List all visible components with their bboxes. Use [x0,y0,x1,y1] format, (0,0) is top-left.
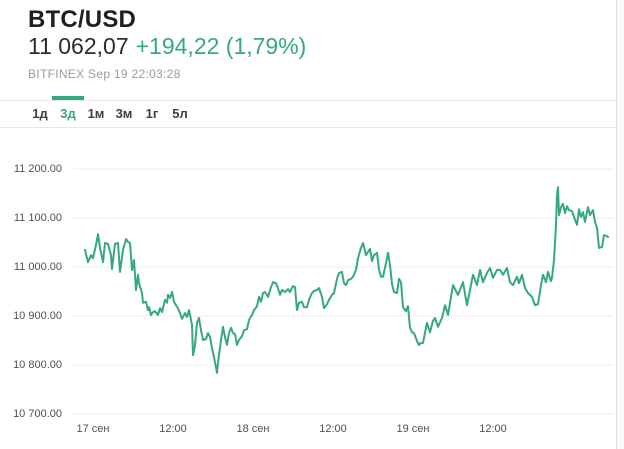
y-axis-label: 10 900.00 [13,310,62,322]
x-axis-label: 12:00 [319,423,347,435]
tab-3d[interactable]: 3д [60,106,76,121]
tab-3m[interactable]: 3м [115,106,133,121]
widget-right-border [616,0,617,449]
right-margin-strip [617,0,624,449]
x-axis-label: 12:00 [159,423,187,435]
exchange-timestamp: BITFINEX Sep 19 22:03:28 [28,67,181,81]
tab-5y[interactable]: 5л [172,106,188,121]
active-tab-indicator [52,96,84,100]
tabbar-top-border [0,100,616,101]
price-chart[interactable]: 11 200.00 11 100.00 11 000.00 10 900.00 10 8… [0,130,624,449]
x-axis-label: 19 сен [396,423,430,435]
price-value: 11 062,07 [28,33,129,59]
y-axis-label: 11 200.00 [13,163,62,175]
x-axis-label: 12:00 [479,423,507,435]
price-line [84,186,609,374]
x-axis-label: 18 сен [236,423,270,435]
range-tabbar: 1д 3д 1м 3м 1г 5л [26,101,194,127]
tab-1y[interactable]: 1г [145,106,159,121]
pair-title: BTC/USD [28,6,137,33]
y-axis-label: 10 700.00 [13,408,62,420]
price-line-chart[interactable] [0,130,624,449]
y-axis-label: 11 000.00 [13,261,62,273]
price-row: 11 062,07 +194,22 (1,79%) [28,33,306,60]
price-change: +194,22 (1,79%) [135,33,307,59]
tab-1d[interactable]: 1д [32,106,48,121]
y-axis-label: 10 800.00 [13,359,62,371]
x-axis-label: 17 сен [76,423,110,435]
y-axis-label: 11 100.00 [13,212,62,224]
tabbar-bottom-border [0,127,616,128]
tab-1m[interactable]: 1м [87,106,105,121]
